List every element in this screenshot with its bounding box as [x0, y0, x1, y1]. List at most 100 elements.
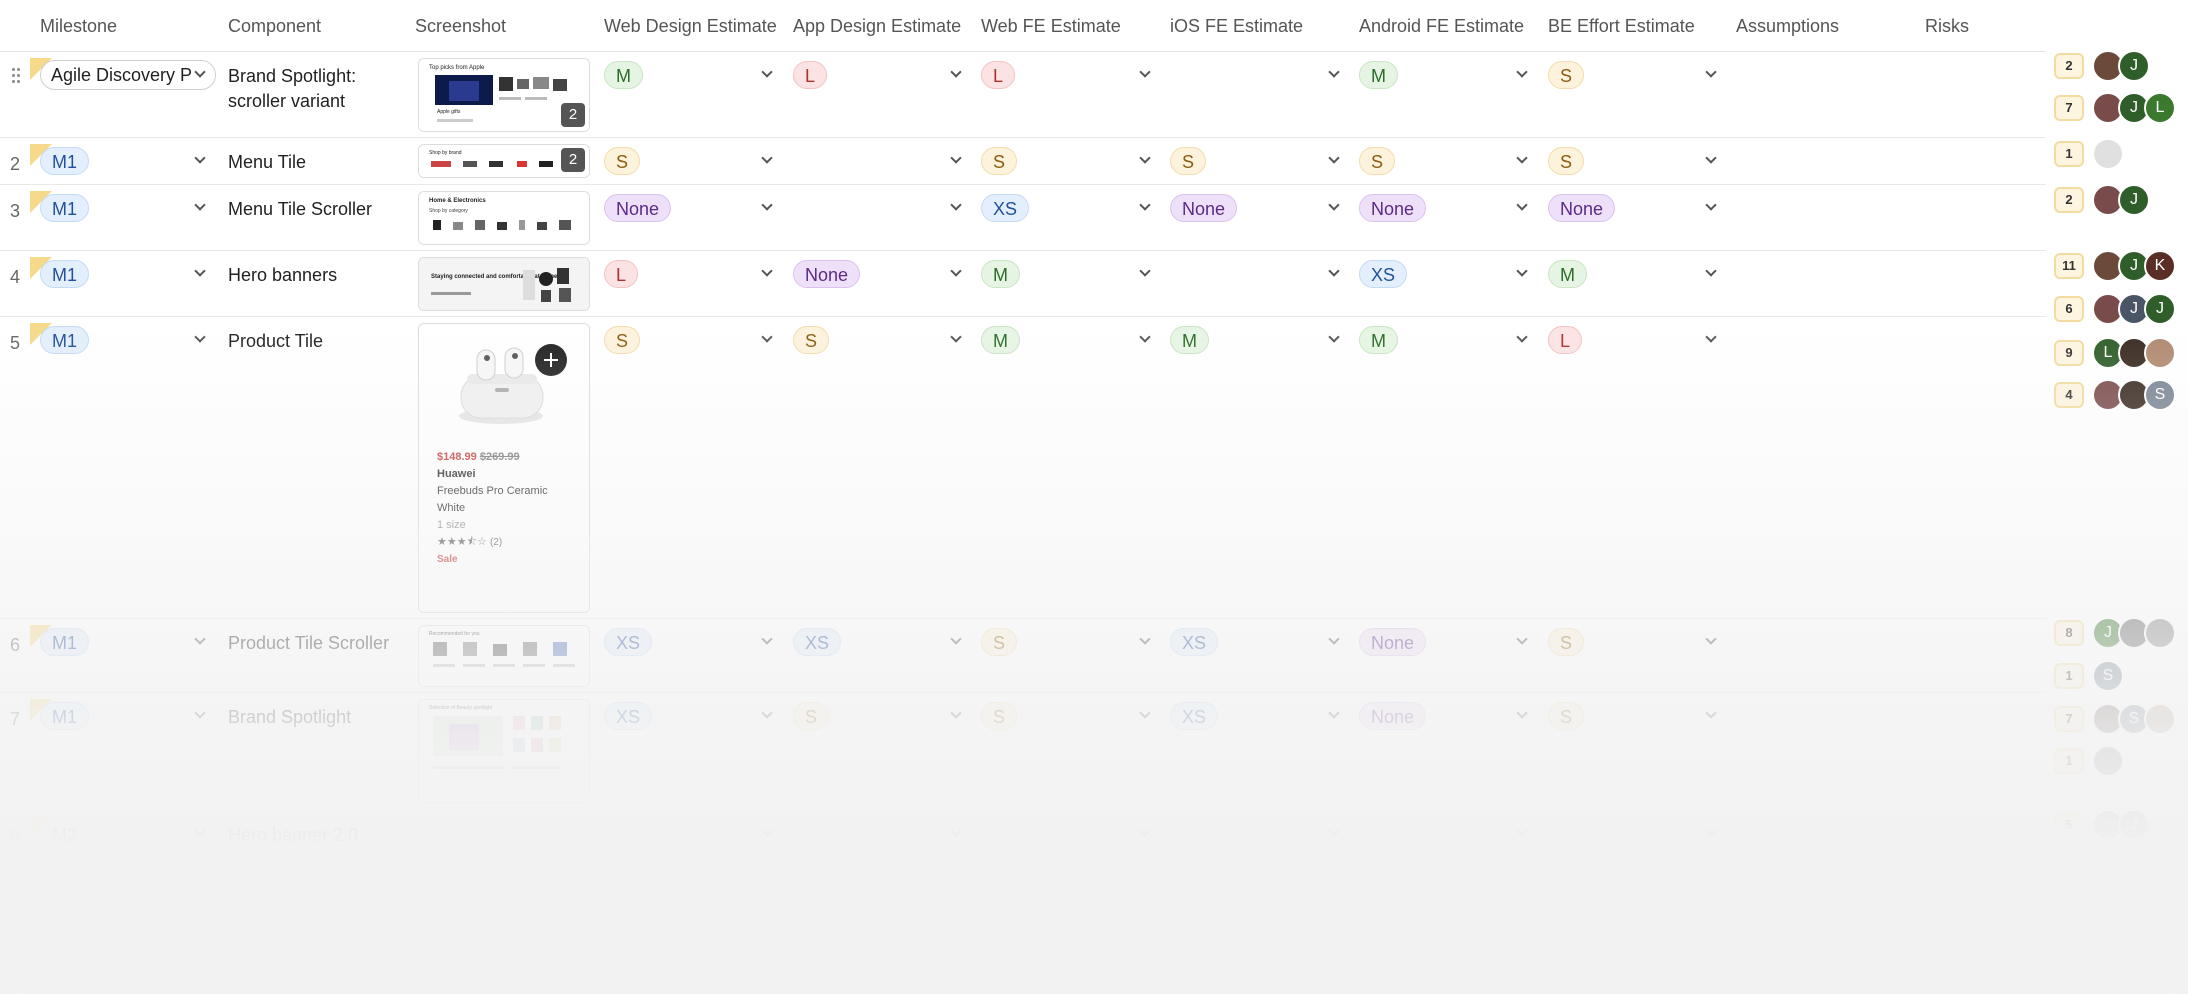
header-assumptions[interactable]: Assumptions [1736, 16, 1840, 36]
web-fe-pill[interactable]: L [981, 61, 1016, 89]
android-fe-pill[interactable]: XS [1359, 260, 1408, 288]
android-fe-pill[interactable]: S [1359, 147, 1396, 175]
screenshot-thumbnail[interactable]: Staying connected and comfortable at hom… [418, 257, 590, 311]
chevron-down-icon[interactable] [761, 331, 773, 343]
android-fe-pill[interactable]: None [1359, 628, 1427, 656]
web-fe-pill[interactable]: S [981, 147, 1018, 175]
android-fe-pill[interactable]: None [1359, 194, 1427, 222]
chevron-down-icon[interactable] [950, 199, 962, 211]
chevron-down-icon[interactable] [1516, 199, 1528, 211]
chevron-down-icon[interactable] [1328, 825, 1340, 837]
be-effort-pill[interactable]: None [1548, 194, 1616, 222]
chevron-down-icon[interactable] [1139, 707, 1151, 719]
ios-fe-pill[interactable]: M [1170, 326, 1209, 354]
chevron-down-icon[interactable] [1705, 199, 1717, 211]
ios-fe-pill[interactable]: S [1170, 147, 1207, 175]
web-design-pill[interactable]: M [604, 61, 643, 89]
header-android-fe[interactable]: Android FE Estimate [1359, 16, 1525, 36]
chevron-down-icon[interactable] [1705, 825, 1717, 837]
component-name[interactable]: Menu Tile [228, 152, 307, 172]
chevron-down-icon[interactable] [194, 707, 206, 719]
chevron-down-icon[interactable] [1516, 66, 1528, 78]
header-milestone[interactable]: Milestone [40, 16, 118, 36]
header-risks[interactable]: Risks [1925, 16, 1969, 36]
app-design-pill[interactable]: None [793, 260, 861, 288]
milestone-pill[interactable]: M1 [40, 702, 90, 730]
ios-fe-pill[interactable]: XS [1170, 702, 1219, 730]
header-screenshot[interactable]: Screenshot [415, 16, 507, 36]
ios-fe-pill[interactable]: XS [1170, 628, 1219, 656]
milestone-pill[interactable]: M1 [40, 147, 90, 175]
be-effort-pill[interactable]: M [1548, 260, 1587, 288]
component-name[interactable]: Brand Spotlight [228, 707, 352, 727]
milestone-pill[interactable]: M1 [40, 326, 90, 354]
chevron-down-icon[interactable] [1705, 152, 1717, 164]
chevron-down-icon[interactable] [194, 825, 206, 837]
chevron-down-icon[interactable] [194, 331, 206, 343]
chevron-down-icon[interactable] [761, 199, 773, 211]
web-fe-pill[interactable]: M [981, 326, 1020, 354]
chevron-down-icon[interactable] [194, 633, 206, 645]
web-design-pill[interactable]: XS [604, 628, 653, 656]
ios-fe-pill[interactable]: None [1170, 194, 1238, 222]
chevron-down-icon[interactable] [761, 825, 773, 837]
chevron-down-icon[interactable] [1516, 152, 1528, 164]
chevron-down-icon[interactable] [1516, 707, 1528, 719]
drag-handle-icon[interactable] [12, 68, 20, 84]
web-design-pill[interactable]: L [604, 260, 639, 288]
screenshot-thumbnail[interactable]: Shop by brand 2 [418, 144, 590, 178]
chevron-down-icon[interactable] [761, 707, 773, 719]
header-ios-fe[interactable]: iOS FE Estimate [1170, 16, 1304, 36]
chevron-down-icon[interactable] [1516, 633, 1528, 645]
component-name[interactable]: Menu Tile Scroller [228, 199, 373, 219]
chevron-down-icon[interactable] [1516, 825, 1528, 837]
chevron-down-icon[interactable] [1139, 66, 1151, 78]
chevron-down-icon[interactable] [1139, 152, 1151, 164]
be-effort-pill[interactable]: S [1548, 147, 1585, 175]
chevron-down-icon[interactable] [1516, 331, 1528, 343]
screenshot-thumbnail[interactable]: Top picks from Apple Apple gifts 2 [418, 58, 590, 132]
component-name[interactable]: Product Tile [228, 331, 324, 351]
milestone-pill[interactable]: M1 [40, 260, 90, 288]
chevron-down-icon[interactable] [1705, 265, 1717, 277]
header-web-design[interactable]: Web Design Estimate [604, 16, 777, 36]
web-design-pill[interactable]: None [604, 194, 672, 222]
chevron-down-icon[interactable] [1328, 331, 1340, 343]
chevron-down-icon[interactable] [1516, 265, 1528, 277]
chevron-down-icon[interactable] [1139, 633, 1151, 645]
milestone-pill[interactable]: M1 [40, 628, 90, 656]
chevron-down-icon[interactable] [1328, 66, 1340, 78]
chevron-down-icon[interactable] [761, 265, 773, 277]
header-web-fe[interactable]: Web FE Estimate [981, 16, 1121, 36]
screenshot-thumbnail[interactable]: Home & Electronics Shop by category [418, 191, 590, 245]
chevron-down-icon[interactable] [1328, 707, 1340, 719]
chevron-down-icon[interactable] [1328, 199, 1340, 211]
screenshot-thumbnail[interactable]: Selection of Beauty spotlight [418, 699, 590, 803]
app-design-pill[interactable]: S [793, 702, 830, 730]
app-design-pill[interactable]: XS [793, 628, 842, 656]
web-design-pill[interactable]: S [604, 326, 641, 354]
chevron-down-icon[interactable] [194, 152, 206, 164]
be-effort-pill[interactable]: L [1548, 326, 1583, 354]
header-component[interactable]: Component [228, 16, 322, 36]
chevron-down-icon[interactable] [1705, 707, 1717, 719]
chevron-down-icon[interactable] [1139, 331, 1151, 343]
product-tile-thumbnail[interactable]: $148.99 $269.99 Huawei Freebuds Pro Cera… [418, 323, 590, 613]
chevron-down-icon[interactable] [950, 707, 962, 719]
app-design-pill[interactable]: S [793, 326, 830, 354]
chevron-down-icon[interactable] [950, 633, 962, 645]
header-be-effort[interactable]: BE Effort Estimate [1548, 16, 1695, 36]
chevron-down-icon[interactable] [1705, 66, 1717, 78]
chevron-down-icon[interactable] [950, 265, 962, 277]
web-fe-pill[interactable]: S [981, 628, 1018, 656]
component-name[interactable]: Product Tile Scroller [228, 633, 390, 653]
chevron-down-icon[interactable] [761, 152, 773, 164]
android-fe-pill[interactable]: M [1359, 61, 1398, 89]
be-effort-pill[interactable]: S [1548, 628, 1585, 656]
web-fe-pill[interactable]: XS [981, 194, 1030, 222]
chevron-down-icon[interactable] [1139, 825, 1151, 837]
milestone-select[interactable]: Agile Discovery P [40, 60, 216, 90]
component-name[interactable]: Hero banners [228, 265, 338, 285]
screenshot-thumbnail[interactable] [418, 817, 590, 877]
chevron-down-icon[interactable] [1705, 633, 1717, 645]
